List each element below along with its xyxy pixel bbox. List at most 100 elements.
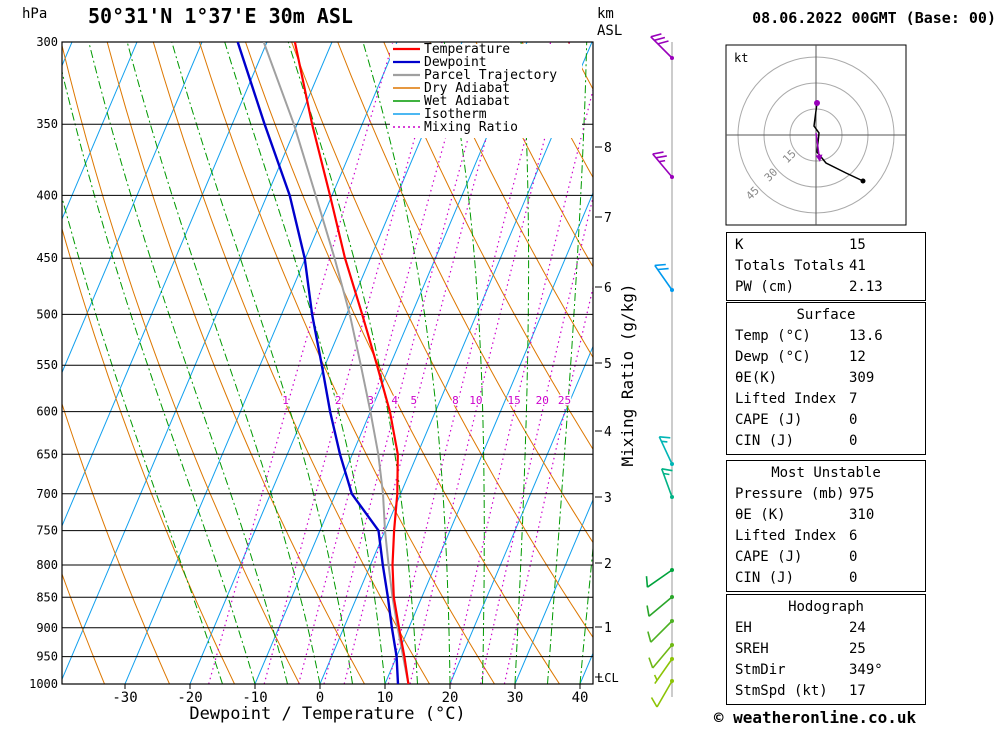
surface-table-title: Surface <box>796 307 856 323</box>
wet-adiabat-lines <box>62 42 593 684</box>
row-label: θE(K) <box>735 370 778 386</box>
parcel-trajectory-curve <box>262 42 410 684</box>
pressure-gridlines: 300 350 400 450 500 550 600 650 700 750 800 850 900 9… <box>29 35 593 691</box>
hodograph-unit-label: kt <box>734 51 748 65</box>
row-label: StmSpd (kt) <box>735 683 828 699</box>
storm-motion-arrow <box>815 154 823 162</box>
pressure-axis-unit: hPa <box>22 6 48 22</box>
row-label: Temp (°C) <box>735 328 811 344</box>
temperature-curve <box>293 42 410 684</box>
wind-barb <box>650 33 674 60</box>
legend-label: Isotherm <box>424 107 487 122</box>
hodograph-table: Hodograph EH 24 SREH 25 StmDir 349° StmSpd (kt… <box>726 594 926 705</box>
mixing-ratio-axis-label: Mixing Ratio (g/kg) <box>618 283 637 466</box>
mixing-ratio-label: 3 <box>367 394 374 407</box>
row-label: K <box>735 237 744 253</box>
table-row: Totals Totals 41 <box>727 256 925 277</box>
km-tick-label: 3 <box>604 491 612 506</box>
row-label: Lifted Index <box>735 528 837 544</box>
km-tick-label: 7 <box>604 211 612 226</box>
mixing-ratio-label: 5 <box>410 394 417 407</box>
row-value: 12 <box>849 349 866 365</box>
surface-table: Surface Temp (°C) 13.6 Dewp (°C) 12 θE(K) 309… <box>726 302 926 455</box>
km-tick-label: 1 <box>604 621 612 636</box>
km-axis: 8 7 6 5 4 3 2 1 LCL <box>595 141 619 685</box>
indices-table: K 15 Totals Totals 41 PW (cm) 2.13 <box>726 232 926 301</box>
temp-tick-label: -10 <box>242 690 267 706</box>
wind-barb <box>647 619 674 643</box>
hodograph-table-title: Hodograph <box>788 599 864 615</box>
temp-tick-label: 20 <box>442 690 459 706</box>
row-label: PW (cm) <box>735 279 795 295</box>
row-label: Dewp (°C) <box>735 349 811 365</box>
row-value: 24 <box>849 620 866 636</box>
legend-label: Mixing Ratio <box>424 120 518 135</box>
row-label: CIN (J) <box>735 433 795 449</box>
wind-barb <box>650 679 674 708</box>
mixing-ratio-labels: 1 2 3 4 5 8 10 15 20 25 <box>281 393 573 409</box>
table-row: StmDir 349° <box>727 660 925 681</box>
pressure-tick-label: 750 <box>36 524 58 538</box>
row-value: 0 <box>849 433 858 449</box>
legend-label: Temperature <box>424 42 510 57</box>
temp-tick-label: -30 <box>112 690 137 706</box>
station-title: 50°31'N 1°37'E 30m ASL <box>88 4 353 28</box>
row-label: Lifted Index <box>735 391 837 407</box>
pressure-tick-label: 400 <box>36 188 58 202</box>
km-tick-label: 8 <box>604 141 612 156</box>
temperature-axis: -30 -20 -10 0 10 20 30 40 <box>112 684 588 706</box>
table-row: K 15 <box>727 235 925 256</box>
pressure-tick-label: 650 <box>36 447 58 461</box>
temp-tick-label: 40 <box>572 690 589 706</box>
row-value: 349° <box>849 662 883 678</box>
wind-barb-column <box>645 33 674 708</box>
temp-tick-label: 0 <box>316 690 324 706</box>
row-value: 15 <box>849 237 866 253</box>
row-value: 13.6 <box>849 328 883 344</box>
wind-barb <box>653 657 674 685</box>
copyright-text: © weatheronline.co.uk <box>713 708 917 727</box>
table-row: StmSpd (kt) 17 <box>727 681 925 702</box>
wind-barb <box>652 151 674 179</box>
pressure-tick-label: 600 <box>36 405 58 419</box>
row-label: θE (K) <box>735 507 786 523</box>
pressure-tick-label: 350 <box>36 117 58 131</box>
wind-barb <box>654 263 674 292</box>
wind-barb <box>645 568 674 588</box>
mixing-ratio-label: 20 <box>536 394 549 407</box>
mixing-ratio-label: 1 <box>282 394 289 407</box>
table-row: Dewp (°C) 12 <box>727 347 925 368</box>
mixing-ratio-label: 4 <box>391 394 398 407</box>
row-value: 17 <box>849 683 866 699</box>
table-row: θE(K) 309 <box>727 368 925 389</box>
table-row: Pressure (mb) 975 <box>727 484 925 505</box>
row-value: 6 <box>849 528 858 544</box>
pressure-tick-label: 900 <box>36 621 58 635</box>
pressure-tick-label: 550 <box>36 358 58 372</box>
row-value: 41 <box>849 258 866 274</box>
table-row: CAPE (J) 0 <box>727 547 925 568</box>
mixing-ratio-axis: Mixing Ratio (g/kg) <box>618 283 637 466</box>
mixing-ratio-label: 25 <box>558 394 571 407</box>
x-axis-label: Dewpoint / Temperature (°C) <box>189 704 466 724</box>
row-value: 310 <box>849 507 875 523</box>
pressure-tick-label: 450 <box>36 251 58 265</box>
mixing-ratio-label: 2 <box>335 394 342 407</box>
table-row: PW (cm) 2.13 <box>727 277 925 298</box>
pressure-tick-label: 850 <box>36 590 58 604</box>
wind-barb <box>646 595 674 617</box>
km-tick-label: 2 <box>604 557 612 572</box>
pressure-tick-label: 950 <box>36 650 58 664</box>
row-label: CAPE (J) <box>735 549 803 565</box>
pressure-tick-label: 700 <box>36 487 58 501</box>
row-value: 0 <box>849 570 858 586</box>
km-tick-label: 5 <box>604 357 612 372</box>
table-row: CIN (J) 0 <box>727 431 925 452</box>
legend-label: Parcel Trajectory <box>424 68 557 83</box>
pressure-tick-label: 800 <box>36 558 58 572</box>
mixing-ratio-lines <box>208 42 593 684</box>
pressure-tick-label: 1000 <box>29 677 58 691</box>
row-label: Pressure (mb) <box>735 486 845 502</box>
